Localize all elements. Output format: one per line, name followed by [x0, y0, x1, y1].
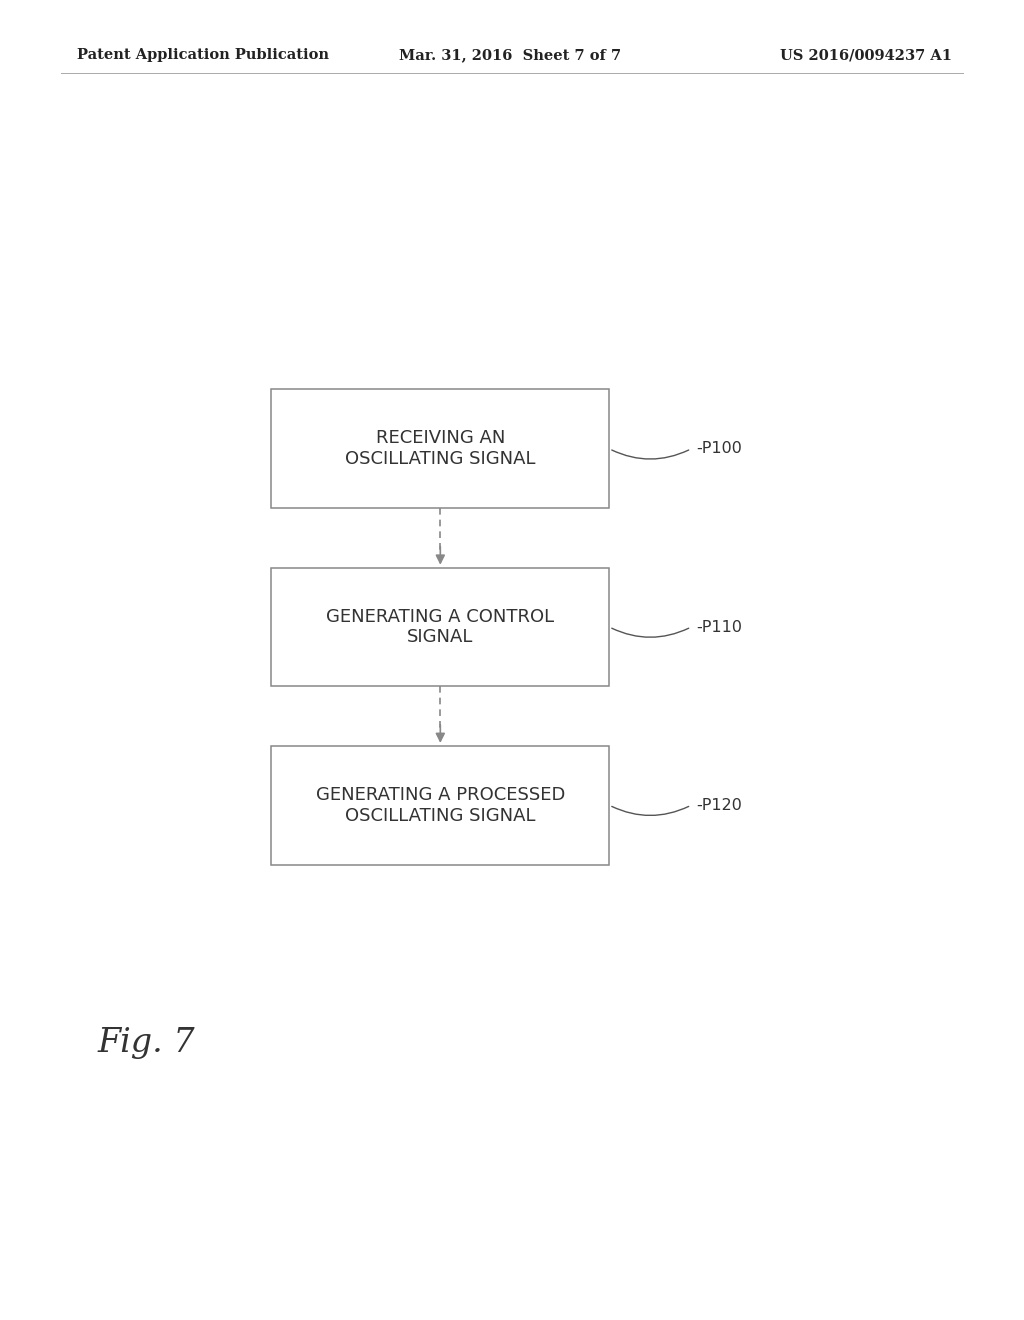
- Text: Mar. 31, 2016  Sheet 7 of 7: Mar. 31, 2016 Sheet 7 of 7: [399, 49, 622, 62]
- Text: RECEIVING AN
OSCILLATING SIGNAL: RECEIVING AN OSCILLATING SIGNAL: [345, 429, 536, 469]
- Text: GENERATING A PROCESSED
OSCILLATING SIGNAL: GENERATING A PROCESSED OSCILLATING SIGNA…: [315, 785, 565, 825]
- Bar: [271, 389, 609, 508]
- Text: -P120: -P120: [696, 797, 742, 813]
- Bar: [271, 568, 609, 686]
- Text: US 2016/0094237 A1: US 2016/0094237 A1: [780, 49, 952, 62]
- Text: GENERATING A CONTROL
SIGNAL: GENERATING A CONTROL SIGNAL: [327, 607, 554, 647]
- Text: Fig. 7: Fig. 7: [97, 1027, 195, 1059]
- Text: -P100: -P100: [696, 441, 742, 457]
- Text: -P110: -P110: [696, 619, 742, 635]
- Text: Patent Application Publication: Patent Application Publication: [77, 49, 329, 62]
- Bar: [271, 746, 609, 865]
